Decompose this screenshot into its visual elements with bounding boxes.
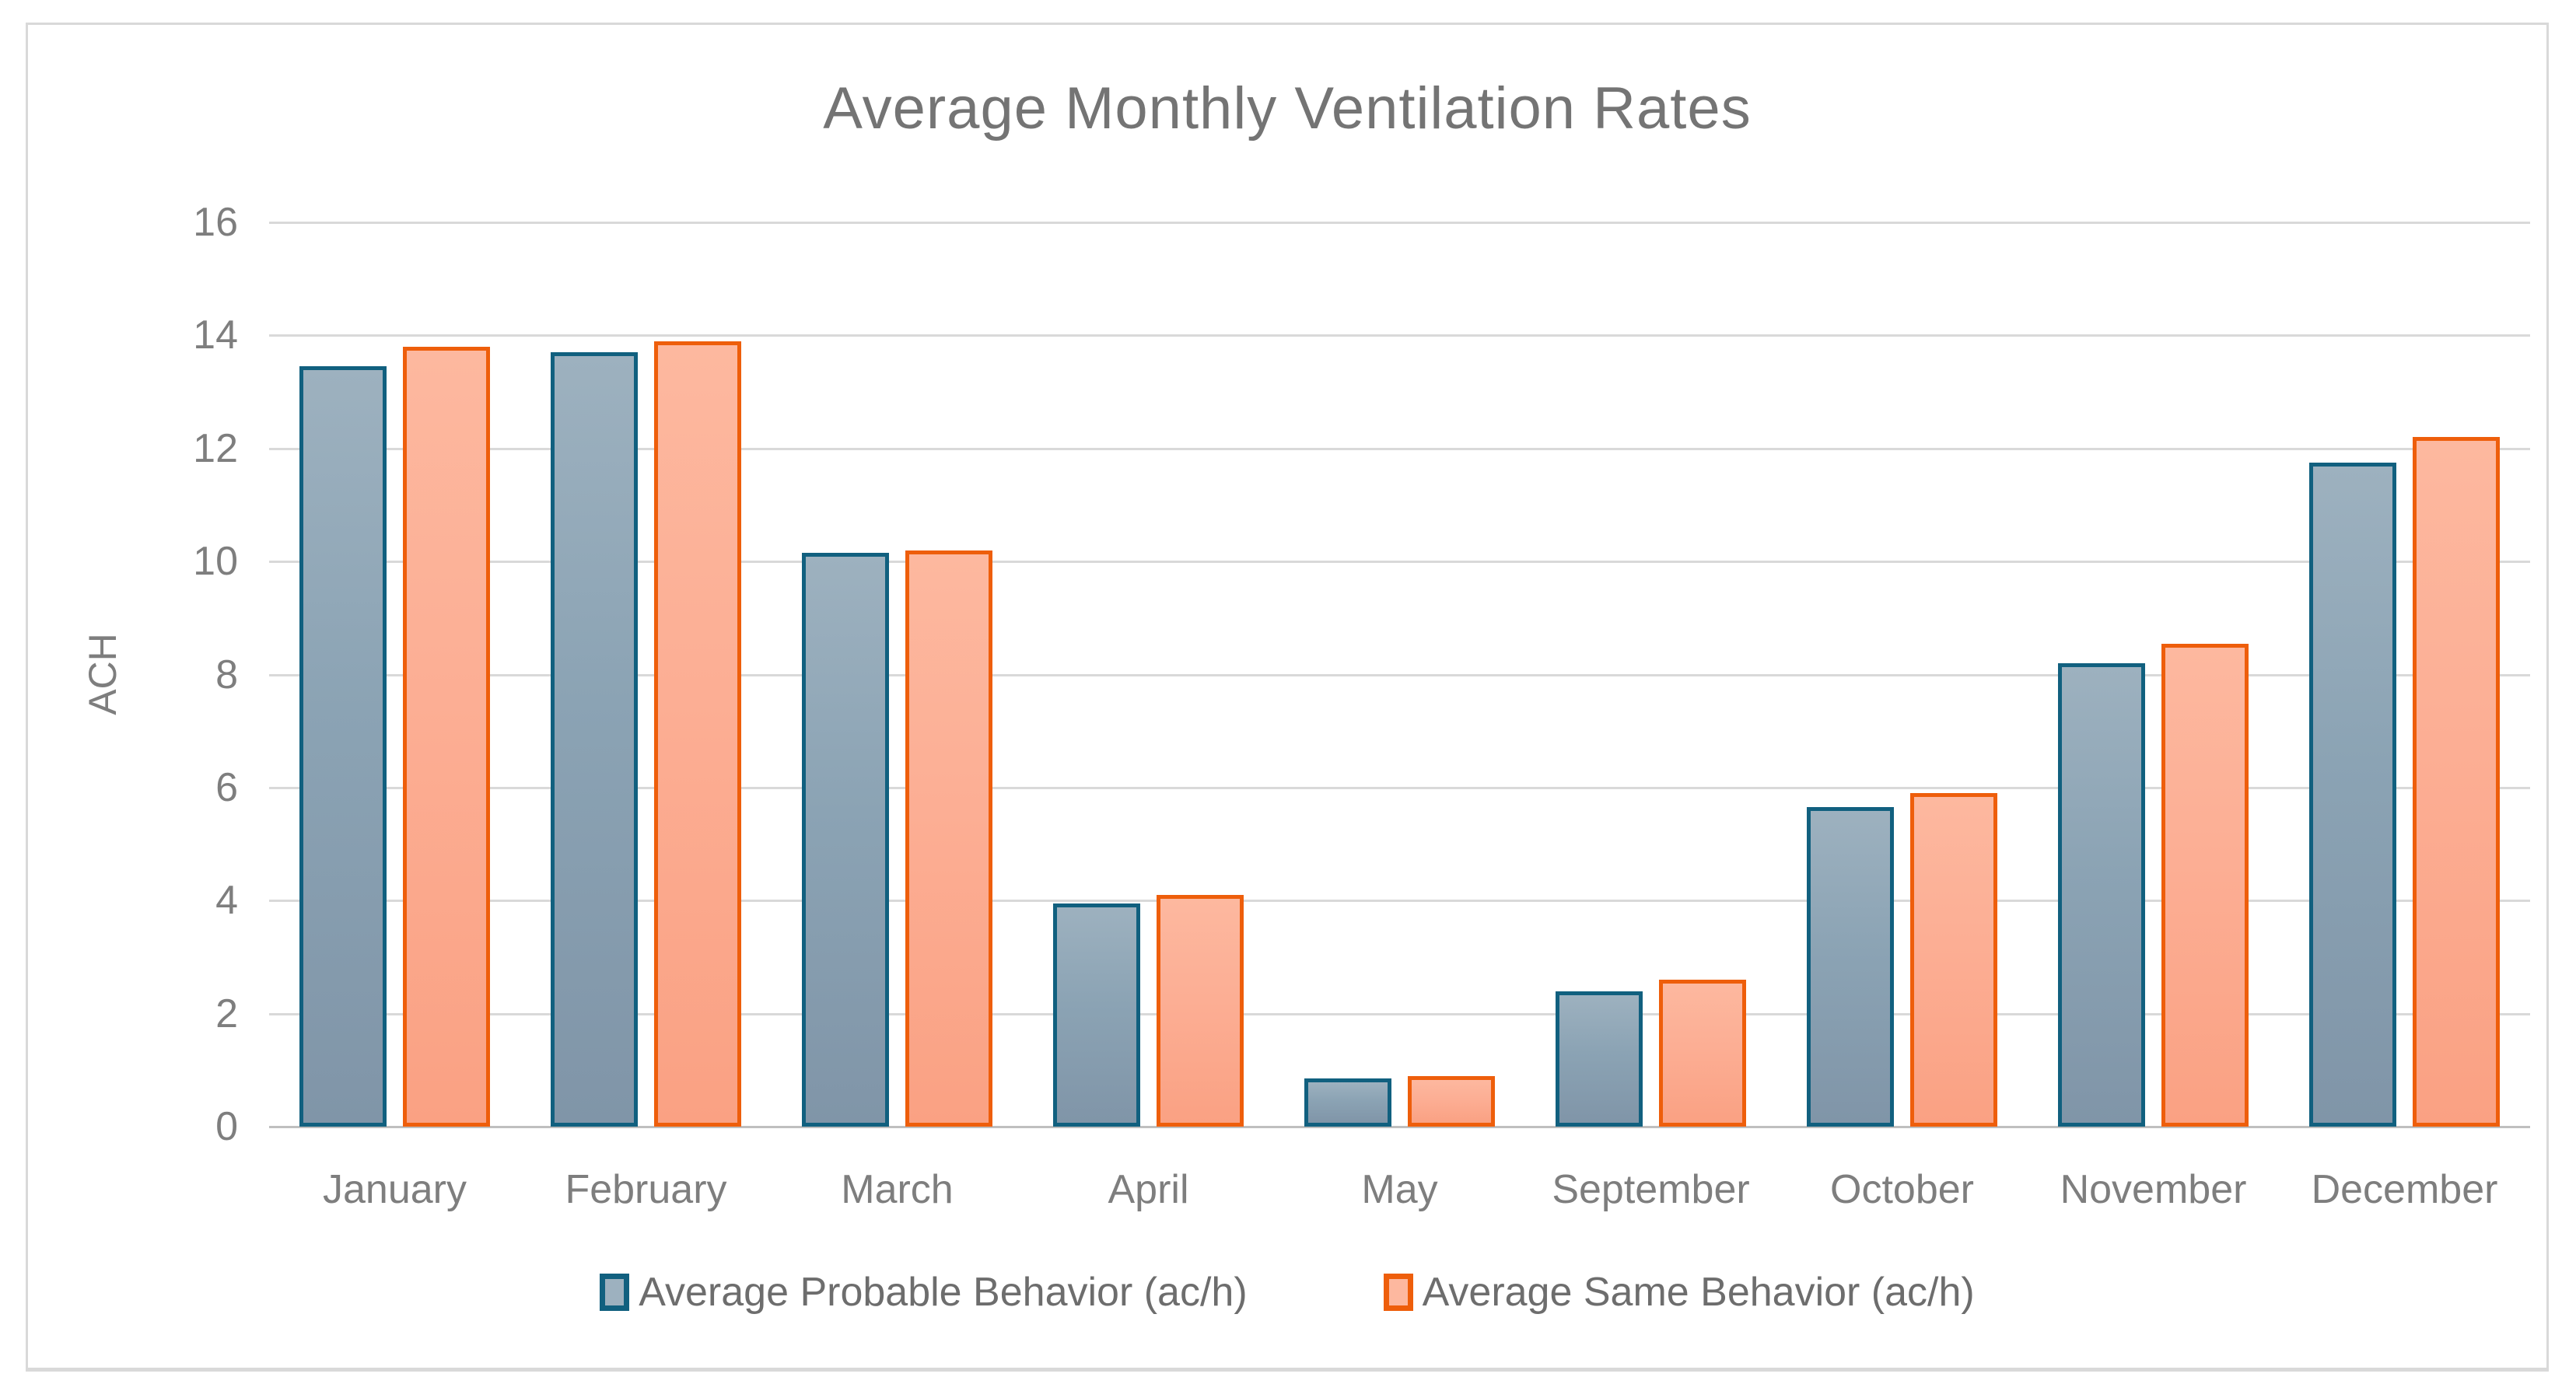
y-tick-label-16: 16 — [193, 200, 238, 245]
bar-may-same — [1408, 1075, 1495, 1127]
legend-label-same: Average Same Behavior (ac/h) — [1422, 1270, 1975, 1315]
bar-group-september — [1525, 222, 1776, 1127]
x-axis-label-march: March — [841, 1167, 954, 1212]
bar-january-probable — [299, 366, 387, 1127]
gridline-16 — [269, 222, 2530, 224]
bar-february-probable — [551, 352, 638, 1127]
bar-october-same — [1910, 793, 1997, 1127]
bar-october-probable — [1807, 807, 1894, 1127]
gridline-6 — [269, 786, 2530, 789]
bar-february-same — [654, 341, 741, 1127]
bar-group-november — [2028, 222, 2279, 1127]
bar-april-probable — [1053, 903, 1140, 1127]
bar-groups — [269, 222, 2530, 1127]
bar-march-probable — [802, 553, 889, 1127]
bar-group-march — [772, 222, 1023, 1127]
bar-group-may — [1274, 222, 1525, 1127]
y-tick-label-14: 14 — [193, 313, 238, 358]
x-axis-label-november: November — [2060, 1167, 2247, 1212]
gridline-4 — [269, 900, 2530, 903]
chart-title: Average Monthly Ventilation Rates — [823, 75, 1752, 142]
bar-december-probable — [2309, 462, 2396, 1127]
x-axis-label-february: February — [565, 1167, 727, 1212]
gridline-2 — [269, 1012, 2530, 1015]
bar-group-february — [520, 222, 772, 1127]
bar-september-same — [1659, 980, 1746, 1127]
x-axis-label-september: September — [1552, 1167, 1750, 1212]
legend-item-same: Average Same Behavior (ac/h) — [1383, 1269, 1975, 1316]
x-axis-label-january: January — [323, 1167, 467, 1212]
bar-november-same — [2161, 643, 2249, 1127]
bar-may-probable — [1304, 1078, 1391, 1127]
legend-item-probable: Average Probable Behavior (ac/h) — [600, 1269, 1248, 1316]
bar-september-probable — [1556, 991, 1643, 1127]
bar-march-same — [905, 550, 992, 1127]
y-tick-label-0: 0 — [215, 1104, 238, 1149]
y-tick-label-8: 8 — [215, 652, 238, 697]
bar-group-april — [1023, 222, 1274, 1127]
y-tick-label-12: 12 — [193, 425, 238, 471]
x-axis-label-october: October — [1830, 1167, 1974, 1212]
bar-april-same — [1157, 894, 1244, 1127]
legend: Average Probable Behavior (ac/h) Average … — [28, 1269, 2546, 1316]
bar-january-same — [403, 346, 490, 1127]
y-tick-label-10: 10 — [193, 539, 238, 585]
gridline-14 — [269, 334, 2530, 337]
bar-december-same — [2413, 437, 2500, 1127]
bar-group-october — [1776, 222, 2028, 1127]
plot-area — [269, 222, 2530, 1128]
y-axis-ticks: 0 2 4 6 8 10 12 14 16 — [28, 200, 238, 1149]
gridline-10 — [269, 561, 2530, 564]
x-axis-label-may: May — [1361, 1167, 1438, 1212]
bar-november-probable — [2058, 662, 2145, 1127]
legend-swatch-probable — [600, 1274, 630, 1311]
legend-swatch-same — [1383, 1274, 1413, 1311]
bar-group-january — [269, 222, 520, 1127]
x-axis-labels: January February March April May September Oct… — [269, 1166, 2530, 1213]
x-axis-label-december: December — [2311, 1167, 2498, 1212]
y-tick-label-2: 2 — [215, 991, 238, 1036]
x-axis-line — [269, 1126, 2530, 1128]
y-tick-label-6: 6 — [215, 764, 238, 810]
gridline-12 — [269, 447, 2530, 450]
bar-group-december — [2279, 222, 2530, 1127]
gridline-8 — [269, 673, 2530, 676]
y-tick-label-4: 4 — [215, 878, 238, 924]
x-axis-label-april: April — [1108, 1167, 1189, 1212]
legend-label-probable: Average Probable Behavior (ac/h) — [639, 1270, 1248, 1315]
